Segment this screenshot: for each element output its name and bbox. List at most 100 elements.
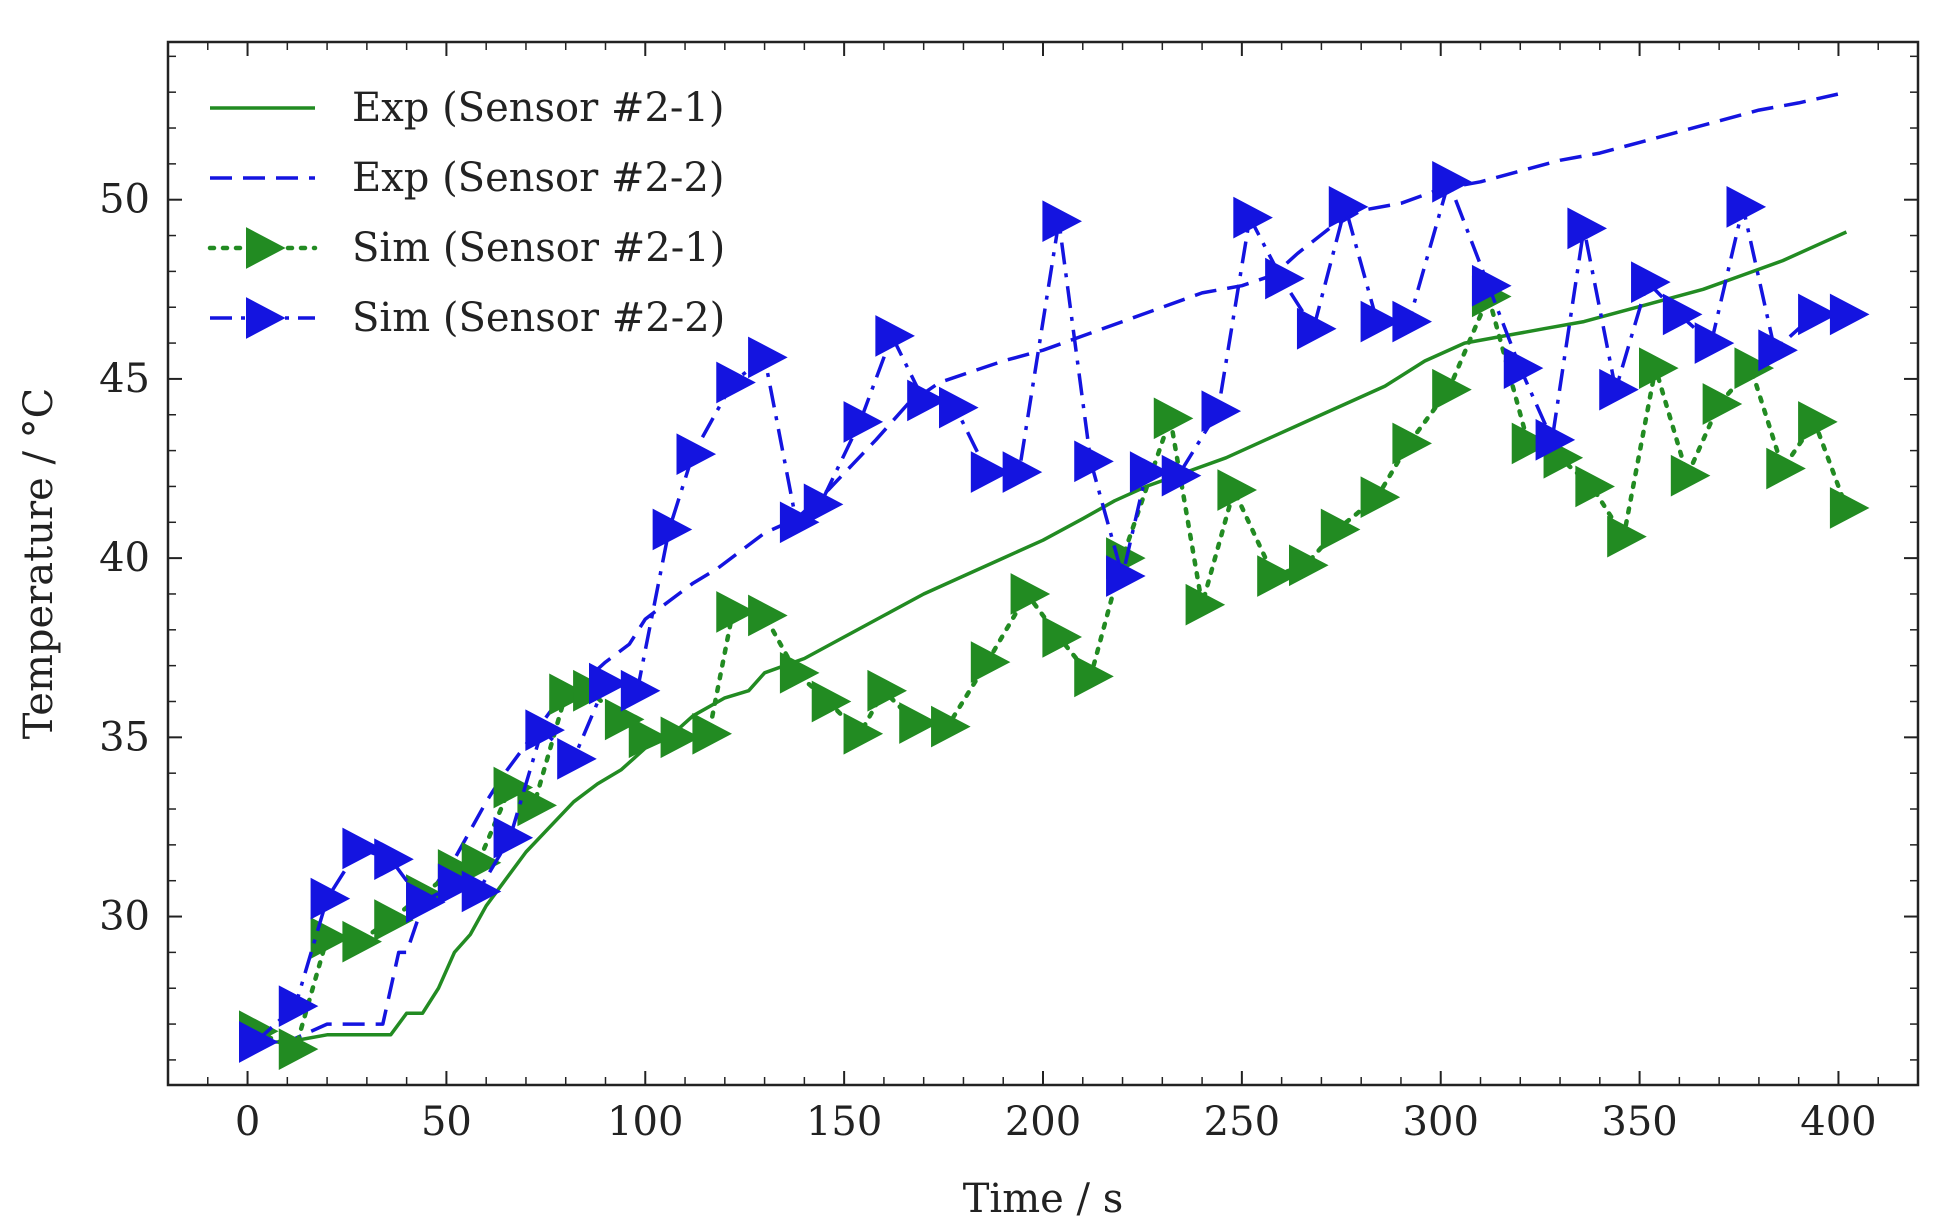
x-tick-label: 350 [1601,1099,1677,1145]
data-point [1074,655,1114,698]
data-point [1599,368,1639,411]
data-point [1289,544,1329,587]
data-point [1153,397,1194,440]
data-point [1129,451,1170,493]
x-tick-label: 400 [1800,1099,1876,1145]
data-point [1766,447,1806,490]
series-1 [247,230,1848,1044]
data-point [406,881,446,924]
data-point [867,669,907,712]
series-line [247,90,1847,1044]
data-point [1503,347,1544,389]
data-point [907,379,947,422]
data-point [1042,200,1082,243]
data-point [1002,451,1043,493]
data-point [1392,300,1432,343]
data-point [1607,515,1647,558]
series-layer [239,90,1870,1070]
data-point [1798,293,1838,336]
series-3 [239,275,1870,1070]
legend-item-4: Sim (Sensor #2-2) [210,295,725,341]
data-point [1201,390,1242,432]
data-point [1670,454,1711,497]
data-point [843,712,884,755]
legend-label: Exp (Sensor #2-1) [352,85,725,131]
data-point [1360,476,1401,519]
data-point [931,705,971,748]
data-point [1320,508,1361,551]
data-point [1106,555,1146,597]
data-point [620,669,661,712]
data-point [1798,401,1838,443]
legend-label: Exp (Sensor #2-2) [352,155,725,201]
data-point [374,899,414,941]
data-point [493,766,534,809]
data-point [437,863,478,906]
y-tick-label: 40 [99,535,150,581]
data-point [1328,186,1369,228]
data-point [310,917,351,959]
x-tick-label: 250 [1204,1099,1280,1145]
x-tick-label: 100 [607,1099,683,1145]
data-point [557,738,597,780]
data-point [748,336,788,379]
data-point [692,712,732,755]
data-point [525,709,565,751]
data-point [1535,419,1576,461]
data-point [1432,368,1472,411]
data-point [1575,465,1615,508]
data-point [278,1028,319,1070]
data-point [1567,207,1607,250]
data-point [660,716,701,759]
data-point [899,702,939,744]
data-point [939,386,979,429]
data-point [517,784,557,827]
legend-item-1: Exp (Sensor #2-1) [210,85,725,131]
data-point [1432,160,1472,203]
data-point [811,680,852,723]
data-point [748,594,788,637]
data-point [1161,454,1202,497]
axes-frame [166,40,1920,1087]
data-point [1829,293,1870,336]
y-tick-label: 45 [99,356,150,402]
data-point [716,591,756,633]
x-tick-label: 150 [806,1099,882,1145]
series-line [254,180,1847,1044]
legend-label: Sim (Sensor #2-2) [352,295,725,341]
legend-marker [246,297,286,339]
legend-item-2: Exp (Sensor #2-2) [210,155,725,201]
data-point [493,816,534,859]
tick-labels: 0 50 100 150 200 250 300 350 400 30 35 40 45 50 [99,177,1877,1145]
data-point [1758,329,1798,372]
data-point [628,716,669,759]
data-point [1265,257,1305,300]
data-point [1360,300,1401,343]
data-point [549,673,589,716]
data-point [374,838,414,881]
y-tick-label: 50 [99,177,150,223]
data-point [875,315,915,357]
data-point [970,641,1011,683]
series-line [247,230,1848,1044]
data-point [1726,186,1767,228]
data-point [1471,264,1512,307]
data-point [803,483,844,526]
data-point [239,1021,279,1063]
data-point [1296,307,1337,350]
data-point [1639,347,1679,389]
data-point [970,451,1011,493]
y-tick-label: 35 [99,714,150,760]
plot-frame [166,40,1920,1087]
data-point [1074,440,1114,483]
data-point [716,361,756,404]
data-point [342,920,382,963]
series-4 [239,160,1870,1063]
axis-ticks [168,42,1918,1085]
data-point [1217,469,1257,511]
data-point [589,662,629,705]
data-point [461,870,502,913]
legend: Exp (Sensor #2-1) Exp (Sensor #2-2) Sim (S… [207,85,725,341]
data-point [1702,383,1743,425]
